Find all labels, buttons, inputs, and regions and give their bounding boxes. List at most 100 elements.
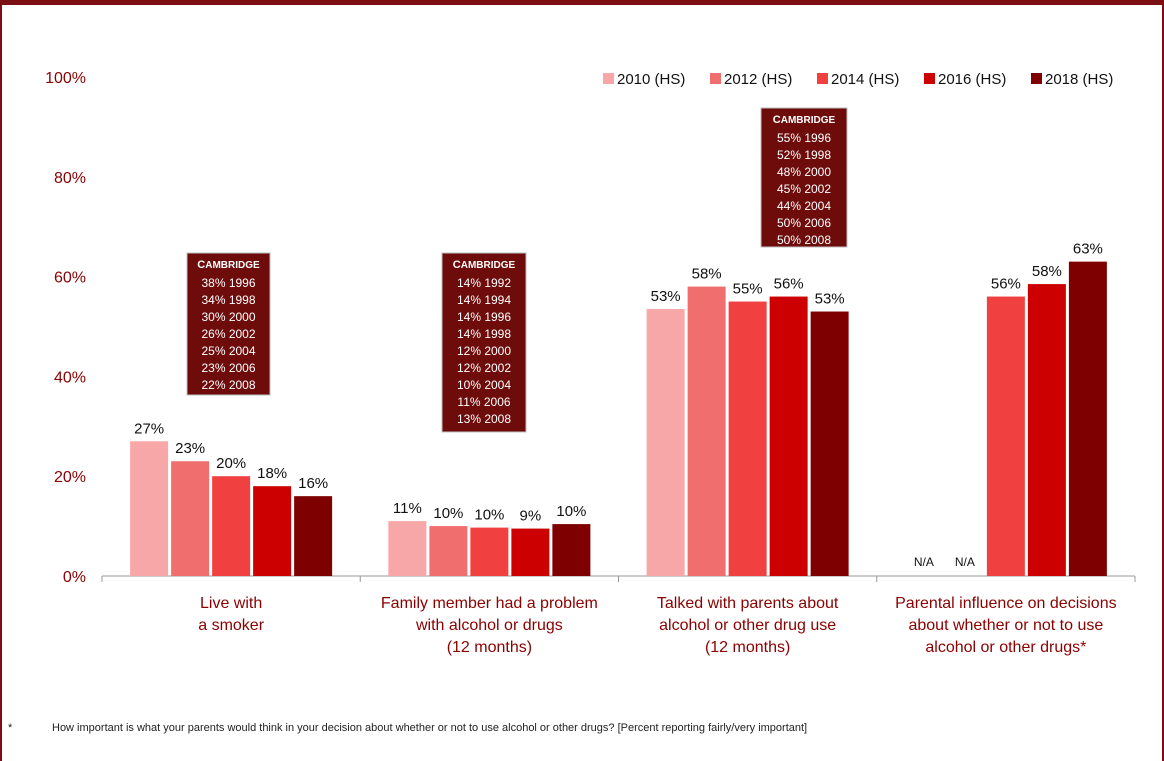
bar <box>511 528 550 576</box>
data-label: 10% <box>433 505 463 522</box>
cambridge-box-entry: 10% 2004 <box>457 378 511 392</box>
cambridge-box-title: CAMBRIDGE <box>197 259 260 271</box>
data-label: 16% <box>298 475 328 492</box>
bar <box>552 524 591 576</box>
cambridge-box-entry: 14% 1998 <box>457 327 511 341</box>
bar <box>130 441 169 576</box>
data-label: 9% <box>520 508 542 525</box>
data-label: 10% <box>556 503 586 520</box>
bar <box>388 521 427 576</box>
footnote-text: How important is what your parents would… <box>52 722 808 734</box>
cambridge-box-entry: 12% 2000 <box>457 344 511 358</box>
data-label: 58% <box>1032 263 1062 280</box>
bar <box>212 476 251 576</box>
bar <box>171 461 210 576</box>
legend-swatch <box>1031 73 1042 84</box>
cambridge-box-entry: 12% 2002 <box>457 361 511 375</box>
data-label: 27% <box>134 420 164 437</box>
x-category-label: (12 months) <box>447 639 532 656</box>
cambridge-box-entry: 38% 1996 <box>201 276 255 290</box>
y-tick-label: 100% <box>45 70 86 87</box>
x-category-label: Talked with parents about <box>657 595 839 612</box>
x-category-label: alcohol or other drug use <box>659 617 836 634</box>
x-category-label: with alcohol or drugs <box>415 617 563 634</box>
cambridge-box-entry: 48% 2000 <box>777 165 831 179</box>
x-category-label: Live with <box>200 595 262 612</box>
x-category-label: a smoker <box>198 617 264 634</box>
cambridge-box-entry: 11% 2006 <box>457 395 510 409</box>
data-label: 23% <box>175 440 205 457</box>
bar <box>429 526 468 576</box>
cambridge-box <box>441 252 527 433</box>
bar <box>986 296 1025 576</box>
y-tick-label: 40% <box>54 369 86 386</box>
cambridge-box-title: CAMBRIDGE <box>773 114 836 126</box>
footnote-mark: * <box>8 722 13 734</box>
cambridge-box-title: CAMBRIDGE <box>453 259 516 271</box>
data-label: 20% <box>216 455 246 472</box>
x-category-label: Parental influence on decisions <box>895 595 1116 612</box>
cambridge-box-entry: 14% 1994 <box>457 293 511 307</box>
bar <box>769 296 808 576</box>
data-label: 63% <box>1073 241 1103 258</box>
bar <box>728 301 767 576</box>
cambridge-box-entry: 26% 2002 <box>201 327 255 341</box>
cambridge-box-entry: 44% 2004 <box>777 199 831 213</box>
legend-label: 2012 (HS) <box>724 71 792 88</box>
bar <box>646 309 685 576</box>
x-category-label: (12 months) <box>705 639 790 656</box>
x-category-label: alcohol or other drugs* <box>925 639 1086 656</box>
cambridge-box-entry: 14% 1992 <box>457 276 511 290</box>
bar-chart: 0% 20% 40% 60% 80% 100% 27% 23% 20% 18% 16% Live wi… <box>45 70 1136 656</box>
legend-label: 2014 (HS) <box>831 71 899 88</box>
cambridge-box-entry: 50% 2006 <box>777 216 831 230</box>
bar <box>810 311 849 576</box>
legend-swatch <box>603 73 614 84</box>
cambridge-box-entry: 34% 1998 <box>201 293 255 307</box>
cambridge-box <box>186 252 271 396</box>
bar <box>294 496 333 576</box>
cambridge-box-entry: 23% 2006 <box>201 361 255 375</box>
data-label: 53% <box>651 288 681 305</box>
footnote: * How important is what your parents woul… <box>8 722 807 734</box>
x-category-label: about whether or not to use <box>908 617 1103 634</box>
bar <box>1027 284 1066 576</box>
frame-right-border <box>1162 0 1164 761</box>
cambridge-box-entry: 14% 1996 <box>457 310 511 324</box>
y-tick-label: 60% <box>54 270 86 287</box>
legend-swatch <box>924 73 935 84</box>
cambridge-box-entry: 52% 1998 <box>777 148 831 162</box>
data-label: 56% <box>991 276 1021 293</box>
bar <box>687 286 726 576</box>
data-label: 53% <box>815 291 845 308</box>
data-label: 55% <box>733 281 763 298</box>
bar <box>253 486 292 576</box>
cambridge-box-entry: 25% 2004 <box>201 344 255 358</box>
y-tick-label: 20% <box>54 469 86 486</box>
x-category-label: Family member had a problem <box>381 595 598 612</box>
cambridge-box-entry: 30% 2000 <box>201 310 255 324</box>
cambridge-box-entry: 55% 1996 <box>777 131 831 145</box>
top-band <box>0 0 1164 5</box>
legend-label: 2010 (HS) <box>617 71 685 88</box>
cambridge-box-entry: 13% 2008 <box>457 412 511 426</box>
y-tick-label: 0% <box>63 569 86 586</box>
cambridge-box-entry: 45% 2002 <box>777 182 831 196</box>
legend-label: 2016 (HS) <box>938 71 1006 88</box>
data-label: 58% <box>692 266 722 283</box>
frame-left-border <box>0 0 2 761</box>
cambridge-box-entry: 50% 2008 <box>777 233 831 247</box>
legend-label: 2018 (HS) <box>1045 71 1113 88</box>
data-label: 11% <box>393 500 422 517</box>
legend-swatch <box>817 73 828 84</box>
cambridge-box-entry: 22% 2008 <box>201 378 255 392</box>
cambridge-box <box>760 107 848 248</box>
bar <box>1068 261 1107 576</box>
data-label-na: N/A <box>914 555 934 569</box>
bar <box>470 527 509 576</box>
y-tick-label: 80% <box>54 170 86 187</box>
data-label: 56% <box>774 276 804 293</box>
data-label-na: N/A <box>955 555 975 569</box>
legend-swatch <box>710 73 721 84</box>
data-label: 10% <box>474 507 504 524</box>
